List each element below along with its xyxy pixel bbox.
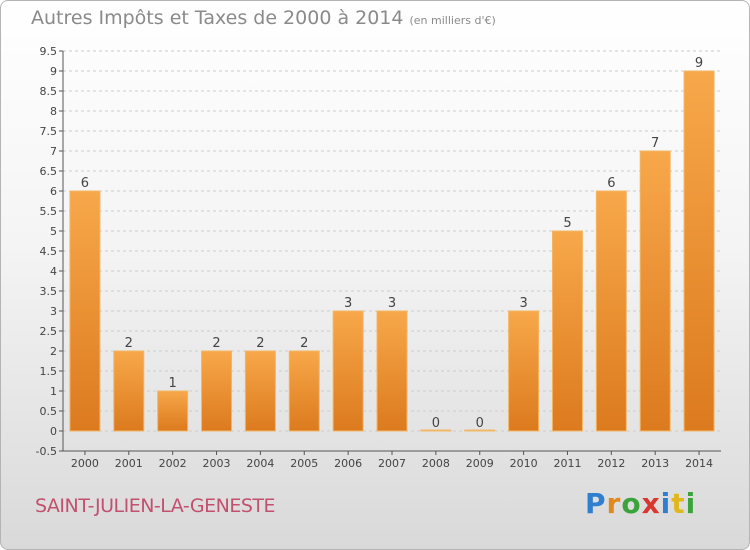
bar (201, 350, 233, 432)
data-label: 9 (695, 56, 703, 71)
x-tick-label: 2003 (203, 457, 231, 470)
x-tick-label: 2009 (466, 457, 494, 470)
data-label: 3 (519, 296, 527, 311)
y-tick-label: 5 (50, 225, 57, 238)
x-tick-label: 2013 (641, 457, 669, 470)
x-tick-label: 2006 (334, 457, 362, 470)
logo-letter: r (606, 487, 622, 520)
y-tick-label: 5.5 (40, 205, 58, 218)
commune-name: SAINT-JULIEN-LA-GENESTE (35, 495, 276, 517)
y-tick-label: 1 (50, 385, 57, 398)
y-tick-label: 6.5 (40, 165, 58, 178)
y-tick-label: 6 (50, 185, 57, 198)
y-tick-label: 1.5 (40, 365, 58, 378)
bar (244, 350, 276, 432)
data-label: 6 (81, 176, 89, 191)
bar (157, 390, 189, 432)
data-label: 0 (476, 416, 484, 431)
x-tick-label: 2002 (159, 457, 187, 470)
y-tick-label: 8 (50, 105, 57, 118)
x-tick-label: 2000 (71, 457, 99, 470)
data-label: 2 (125, 336, 133, 351)
logo-letter: i (660, 487, 672, 520)
logo-letter: i (685, 487, 697, 520)
data-label: 1 (169, 376, 177, 391)
y-tick-label: 0 (50, 425, 57, 438)
x-axis: 2000 2001 2002 2003 2004 2005 2006 2007 2008 2009… (63, 450, 721, 470)
logo-letter: P (585, 487, 607, 520)
data-label: 7 (651, 136, 659, 151)
bar (639, 150, 671, 432)
bar (69, 190, 101, 432)
x-tick-label: 2012 (597, 457, 625, 470)
data-label: 6 (607, 176, 615, 191)
data-labels: 6 2 1 2 2 2 3 3 0 0 3 5 6 7 9 (81, 56, 703, 431)
y-tick-label: 9.5 (40, 45, 58, 58)
y-tick-label: 2.5 (40, 325, 58, 338)
logo-letter: o (621, 487, 642, 520)
logo-letter: t (671, 487, 686, 520)
bar (508, 310, 540, 432)
bar (376, 310, 408, 432)
bar (113, 350, 145, 432)
data-label: 2 (300, 336, 308, 351)
y-tick-label: 7.5 (40, 125, 58, 138)
y-tick-label: -0.5 (36, 445, 57, 458)
chart-title-text: Autres Impôts et Taxes de 2000 à 2014 (31, 7, 404, 29)
y-tick-label: 3.5 (40, 285, 58, 298)
bar (288, 350, 320, 432)
data-label: 3 (344, 296, 352, 311)
bar (551, 230, 583, 432)
y-tick-label: 7 (50, 145, 57, 158)
x-tick-label: 2004 (246, 457, 274, 470)
bar (420, 429, 452, 432)
data-label: 0 (432, 416, 440, 431)
y-tick-label: 3 (50, 305, 57, 318)
y-tick-label: 0.5 (40, 405, 58, 418)
y-tick-label: 4 (50, 265, 57, 278)
x-tick-label: 2007 (378, 457, 406, 470)
x-tick-label: 2008 (422, 457, 450, 470)
y-tick-label: 9 (50, 65, 57, 78)
bar (332, 310, 364, 432)
x-tick-label: 2014 (685, 457, 713, 470)
y-axis: -0.5 0 0.5 1 1.5 2 2.5 3 3.5 4 4.5 5 5.5 6 6.5 7 7.5 8 8.5… (36, 45, 64, 458)
chart-title: Autres Impôts et Taxes de 2000 à 2014 (en… (31, 7, 496, 29)
bars (69, 70, 715, 432)
logo-letter: x (641, 487, 661, 520)
bar (595, 190, 627, 432)
data-label: 2 (256, 336, 264, 351)
y-tick-label: 4.5 (40, 245, 58, 258)
x-tick-label: 2001 (115, 457, 143, 470)
bar (683, 70, 715, 432)
proxiti-logo[interactable]: Proxiti (585, 487, 696, 520)
x-tick-label: 2005 (290, 457, 318, 470)
bar (464, 429, 496, 432)
x-tick-label: 2011 (553, 457, 581, 470)
data-label: 5 (563, 216, 571, 231)
data-label: 3 (388, 296, 396, 311)
y-tick-label: 2 (50, 345, 57, 358)
x-tick-label: 2010 (510, 457, 538, 470)
y-tick-label: 8.5 (40, 85, 58, 98)
chart-subtitle: (en milliers d'€) (409, 14, 496, 27)
data-label: 2 (212, 336, 220, 351)
